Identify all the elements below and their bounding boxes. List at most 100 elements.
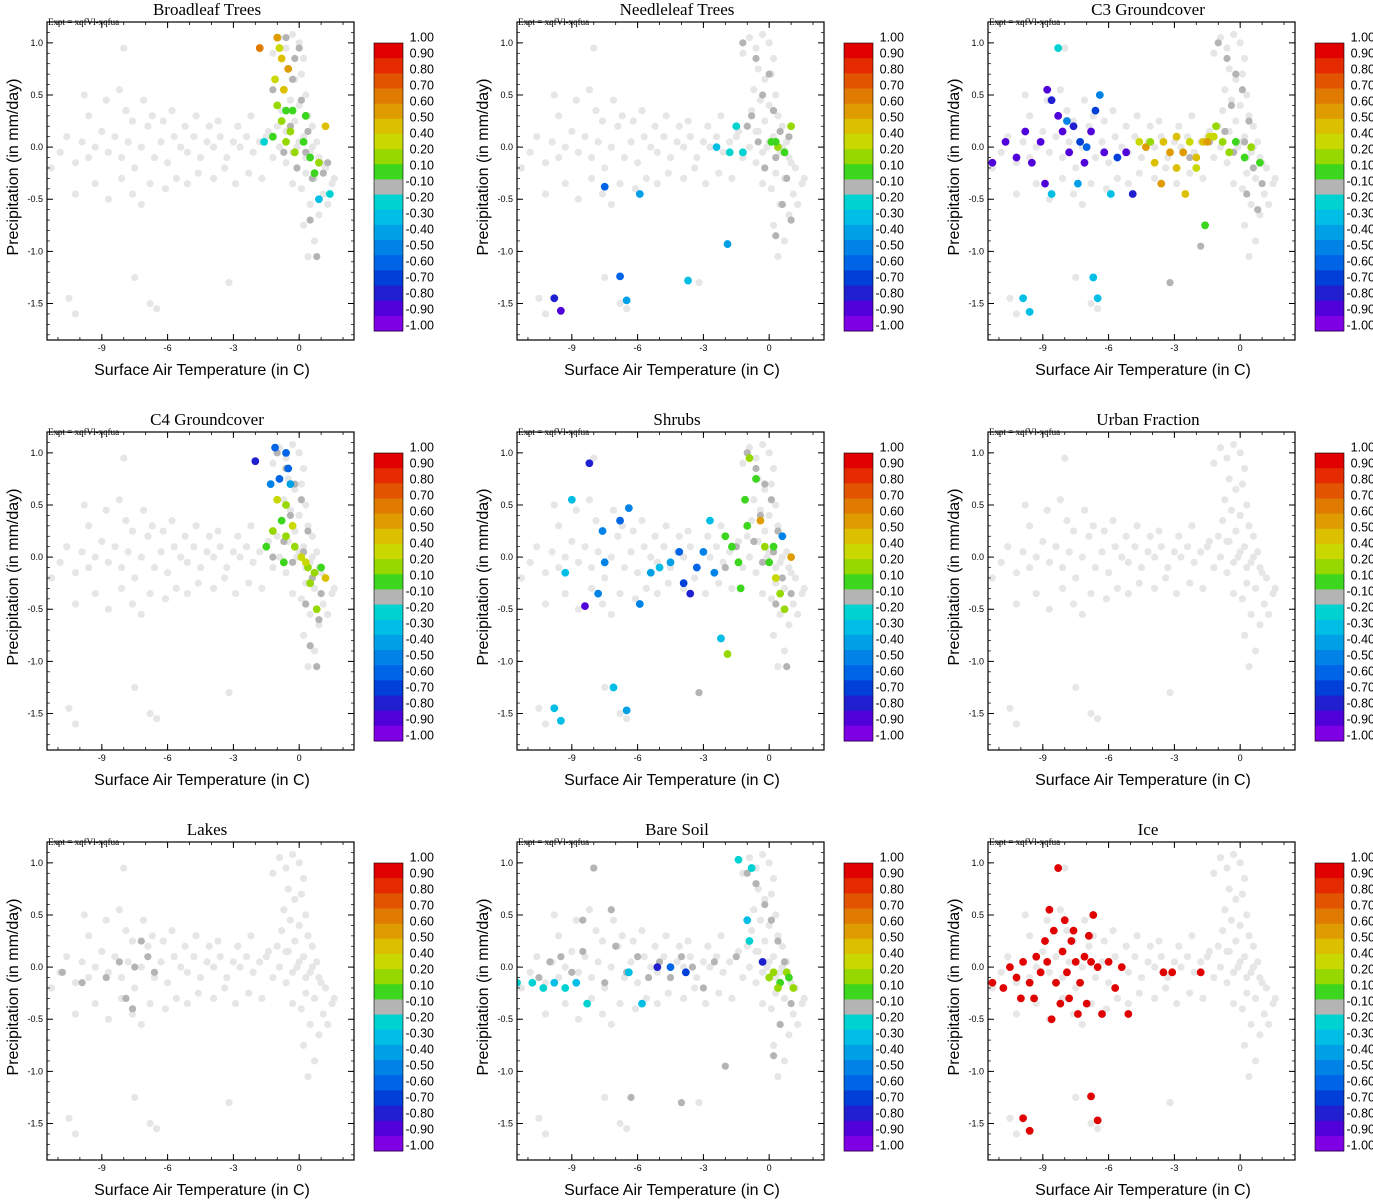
background-point (616, 1119, 624, 1128)
background-point (293, 963, 301, 971)
x-axis-label: Surface Air Temperature (in C) (564, 772, 780, 789)
colorbar-swatch (1315, 1105, 1344, 1122)
data-point (288, 521, 297, 530)
background-point (647, 143, 655, 151)
neutral-point (304, 527, 312, 535)
background-point (306, 200, 314, 209)
colorbar-swatch (374, 999, 403, 1016)
neutral-point (767, 916, 775, 924)
data-point (692, 563, 701, 572)
background-point (131, 984, 139, 992)
background-point (183, 1000, 191, 1008)
data-point (600, 182, 609, 191)
background-point (1199, 174, 1207, 182)
background-point (1262, 164, 1271, 172)
colorbar-label: 0.80 (880, 473, 904, 487)
neutral-point (102, 973, 110, 982)
neutral-point (557, 953, 565, 961)
background-point (203, 958, 211, 966)
background-point (587, 584, 596, 592)
background-point (598, 190, 607, 198)
x-axis-label: Surface Air Temperature (in C) (564, 362, 780, 379)
background-point (310, 1057, 319, 1065)
background-point (117, 153, 126, 162)
background-point (148, 112, 156, 120)
background-point (1186, 169, 1194, 177)
neutral-point (269, 553, 277, 561)
background-point (275, 143, 284, 151)
data-point (1054, 44, 1063, 52)
background-point (1122, 532, 1130, 540)
colorbar-label: 1.00 (1351, 441, 1373, 455)
data-point (988, 978, 997, 987)
background-point (609, 96, 618, 104)
colorbar-swatch (1315, 133, 1344, 150)
background-point (616, 709, 624, 718)
data-point (1069, 122, 1078, 131)
colorbar-label: -0.80 (1347, 1107, 1373, 1121)
background-point (297, 70, 305, 78)
y-axis-label: Precipitation (in mm/day) (475, 79, 492, 256)
colorbar-label: 0.80 (410, 63, 434, 77)
colorbar-swatch (844, 710, 873, 727)
data-point (1122, 148, 1131, 157)
background-point (1102, 595, 1111, 603)
data-point (787, 553, 796, 562)
background-point (1102, 185, 1111, 193)
background-point (769, 1041, 778, 1049)
background-point (1100, 937, 1108, 945)
background-point (1155, 527, 1163, 535)
colorbar-label: -0.60 (876, 665, 905, 679)
background-point (1146, 532, 1154, 540)
data-point (1192, 164, 1201, 172)
background-point (306, 968, 314, 976)
background-point (601, 164, 609, 172)
colorbar-label: 0.40 (1351, 947, 1373, 961)
colorbar-swatch (1315, 863, 1344, 879)
background-point (1227, 96, 1236, 104)
background-point (1230, 968, 1238, 976)
background-point (767, 480, 775, 488)
data-point (743, 521, 752, 530)
background-point (289, 968, 297, 976)
data-point (282, 106, 290, 115)
colorbar-swatch (1315, 315, 1344, 332)
data-point (277, 516, 286, 525)
background-point (1262, 984, 1271, 992)
data-point (666, 558, 675, 567)
background-point (675, 122, 683, 130)
background-point (765, 449, 773, 457)
neutral-point (743, 869, 751, 877)
background-point (229, 958, 237, 966)
background-point (1124, 968, 1132, 976)
background-point (203, 138, 211, 146)
background-point (660, 953, 668, 961)
colorbar-label: 0.80 (880, 883, 904, 897)
background-point (315, 1031, 323, 1039)
colorbar-swatch (1315, 908, 1344, 925)
background-point (769, 221, 778, 229)
background-point (647, 553, 655, 561)
data-point (539, 984, 548, 992)
colorbar-label: 0.40 (880, 537, 904, 551)
background-point (205, 122, 213, 130)
background-point (1232, 485, 1240, 493)
data-point (752, 475, 760, 483)
data-point (1080, 952, 1089, 961)
background-point (1133, 522, 1141, 530)
data-point (1030, 994, 1038, 1003)
background-point (662, 932, 670, 940)
data-point (1071, 958, 1080, 966)
colorbar-swatch (844, 725, 873, 742)
background-point (1122, 122, 1130, 130)
background-point (1105, 159, 1113, 167)
background-point (1175, 942, 1183, 950)
neutral-point (319, 169, 327, 177)
colorbar-label: -0.90 (1347, 1123, 1373, 1137)
colorbar-swatch (844, 103, 873, 120)
colorbar-swatch (374, 300, 403, 317)
y-tick-label: -1.0 (27, 1066, 43, 1076)
colorbar-swatch (844, 194, 873, 211)
colorbar-label: 0.60 (1351, 95, 1373, 109)
y-tick-label: -0.5 (497, 1014, 513, 1024)
